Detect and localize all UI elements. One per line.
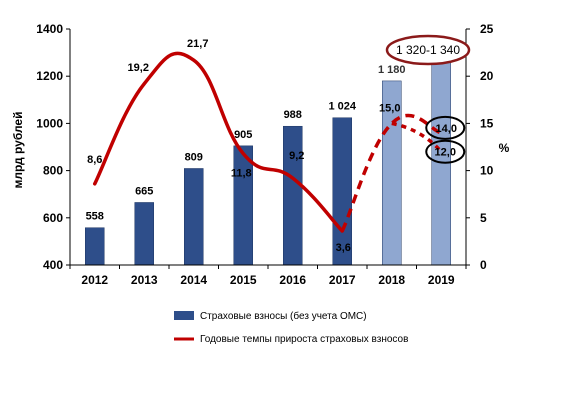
bar-2014 — [184, 168, 204, 266]
bar-value-label: 1 024 — [328, 101, 356, 113]
y2-tick-label: 15 — [480, 116, 494, 130]
legend-bar-label: Страховые взносы (без учета ОМС) — [200, 310, 367, 322]
circle-2019-high — [425, 115, 466, 140]
bar-2015 — [233, 145, 253, 266]
x-tick-label: 2017 — [329, 273, 356, 287]
line-value-label: 15,0 — [379, 102, 400, 114]
y-tick-label: 400 — [43, 258, 63, 272]
y-tick-label: 600 — [43, 211, 63, 225]
bar-value-label: 809 — [185, 151, 203, 163]
bar-value-label: 988 — [284, 109, 302, 121]
annotations: 1 320-1 340 — [385, 34, 471, 164]
axes: 400 600 800 1000 1200 1400 0 5 10 15 20 25 2012 2013 2… — [36, 22, 493, 287]
y2-axis-title: % — [499, 141, 510, 155]
x-tick-label: 2018 — [378, 273, 405, 287]
y-tick-label: 800 — [43, 164, 63, 178]
y-tick-label: 1400 — [36, 22, 63, 36]
y2-tick-label: 0 — [480, 258, 487, 272]
data-labels: 558 665 809 905 988 1 024 1 180 8,6 19,2 21,7 11,8… — [86, 38, 457, 254]
bar-value-label: 905 — [234, 129, 252, 141]
x-tick-label: 2013 — [131, 273, 158, 287]
legend-bar-swatch — [174, 311, 194, 320]
bar-value-label: 665 — [135, 185, 153, 197]
y2-tick-label: 10 — [480, 164, 494, 178]
growth-line-actual — [93, 51, 344, 233]
x-tick-label: 2016 — [279, 273, 306, 287]
y-axis-title: млрд рублей — [11, 112, 25, 189]
line-value-label: 14,0 — [436, 123, 457, 135]
bar-2013 — [134, 202, 154, 266]
growth-line-series — [93, 51, 443, 233]
line-value-label: 19,2 — [128, 62, 149, 74]
y2-tick-label: 5 — [480, 211, 487, 225]
legend: Страховые взносы (без учета ОМС) Годовые… — [174, 310, 408, 345]
line-value-label-alt: 12,0 — [435, 147, 456, 159]
line-value-label: 8,6 — [87, 154, 102, 166]
y2-tick-label: 20 — [480, 69, 494, 83]
y-tick-label: 1000 — [36, 116, 63, 130]
line-value-label: 3,6 — [336, 242, 351, 254]
x-tick-label: 2019 — [428, 273, 455, 287]
range-annotation-oval — [385, 34, 471, 66]
bar-series — [85, 45, 451, 266]
y2-tick-label: 25 — [480, 22, 494, 36]
bar-value-label: 1 180 — [378, 64, 406, 76]
legend-line-label: Годовые темпы прироста страховых взносов — [200, 334, 408, 345]
bar-value-label: 558 — [86, 211, 104, 223]
bar-2016 — [283, 125, 303, 266]
x-tick-label: 2015 — [230, 273, 257, 287]
range-annotation-label: 1 320-1 340 — [396, 43, 460, 57]
y-tick-label: 1200 — [36, 69, 63, 83]
circle-2019-low — [425, 139, 466, 164]
line-value-label: 9,2 — [289, 150, 304, 162]
line-value-label: 11,8 — [231, 168, 252, 180]
bar-2012 — [85, 227, 105, 266]
growth-line-forecast-alt — [391, 121, 443, 153]
x-tick-label: 2014 — [180, 273, 207, 287]
line-value-label: 21,7 — [187, 38, 208, 50]
x-tick-label: 2012 — [81, 273, 108, 287]
